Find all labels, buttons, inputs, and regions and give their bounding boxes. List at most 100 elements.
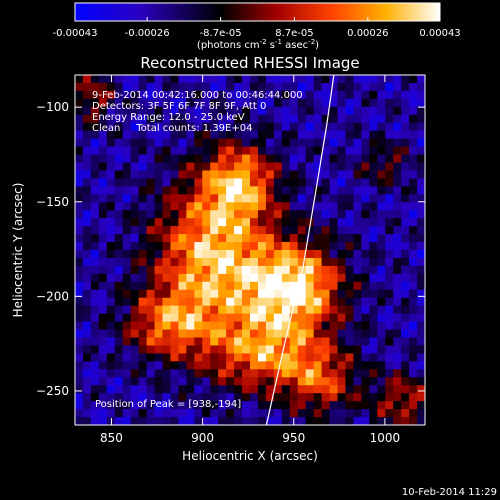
heatmap-cell: [369, 329, 378, 339]
heatmap-cell: [289, 210, 299, 219]
heatmap-cell: [170, 218, 180, 227]
heatmap-cell: [281, 106, 291, 116]
heatmap-cell: [194, 178, 203, 187]
heatmap-cell: [385, 226, 394, 235]
heatmap-cell: [210, 234, 219, 243]
heatmap-cell: [297, 409, 307, 418]
heatmap-cell: [82, 82, 92, 92]
heatmap-cell: [393, 329, 402, 339]
heatmap-cell: [329, 401, 339, 410]
heatmap-cell: [106, 226, 116, 235]
heatmap-cell: [329, 417, 339, 425]
heatmap-cell: [353, 393, 362, 402]
heatmap-cell: [345, 265, 355, 275]
heatmap-cell: [194, 226, 203, 235]
heatmap-cell: [409, 361, 418, 370]
heatmap-cell: [106, 178, 116, 187]
heatmap-cell: [281, 393, 291, 402]
heatmap-cell: [75, 273, 84, 283]
heatmap-cell: [106, 154, 116, 164]
heatmap-cell: [194, 385, 203, 394]
heatmap-cell: [281, 75, 291, 84]
heatmap-cell: [106, 218, 116, 227]
heatmap-cell: [289, 265, 299, 275]
heatmap-cell: [377, 377, 386, 386]
heatmap-cell: [170, 154, 180, 164]
heatmap-cell: [321, 138, 331, 148]
heatmap-cell: [409, 337, 418, 347]
heatmap-cell: [210, 409, 219, 418]
heatmap-cell: [138, 154, 148, 164]
heatmap-cell: [226, 393, 235, 402]
heatmap-cell: [162, 409, 172, 418]
heatmap-cell: [305, 345, 315, 355]
heatmap-cell: [122, 265, 132, 275]
heatmap-cell: [170, 242, 180, 251]
heatmap-cell: [162, 98, 172, 108]
heatmap-cell: [202, 202, 211, 211]
heatmap-cell: [289, 345, 299, 355]
heatmap-cell: [82, 218, 92, 227]
heatmap-cell: [178, 138, 187, 148]
heatmap-image: [75, 75, 425, 425]
heatmap-cell: [90, 82, 100, 92]
heatmap-cell: [345, 385, 355, 394]
heatmap-cell: [242, 202, 251, 211]
heatmap-cell: [194, 329, 203, 339]
heatmap-cell: [130, 409, 140, 418]
heatmap-cell: [178, 154, 187, 164]
heatmap-cell: [146, 202, 156, 211]
heatmap-cell: [178, 361, 187, 370]
heatmap-cell: [409, 210, 418, 219]
heatmap-cell: [130, 82, 140, 92]
heatmap-cell: [337, 210, 347, 219]
heatmap-cell: [75, 257, 84, 267]
heatmap-cell: [130, 114, 140, 124]
heatmap-cell: [114, 345, 124, 355]
heatmap-cell: [361, 98, 370, 108]
heatmap-cell: [194, 297, 203, 307]
heatmap-cell: [265, 226, 275, 235]
heatmap-cell: [265, 75, 275, 84]
heatmap-cell: [329, 265, 339, 275]
heatmap-cell: [242, 138, 251, 148]
heatmap-cell: [234, 385, 243, 394]
heatmap-cell: [178, 218, 187, 227]
heatmap-cell: [186, 361, 195, 370]
heatmap-cell: [154, 114, 164, 124]
heatmap-cell: [202, 377, 211, 386]
heatmap-cell: [202, 75, 211, 84]
heatmap-cell: [202, 146, 211, 156]
heatmap-cell: [138, 353, 148, 362]
heatmap-cell: [250, 146, 259, 156]
heatmap-cell: [313, 194, 323, 203]
heatmap-cell: [210, 146, 219, 156]
heatmap-cell: [234, 401, 243, 410]
heatmap-cell: [345, 329, 355, 339]
heatmap-cell: [75, 170, 84, 180]
heatmap-cell: [250, 75, 259, 84]
heatmap-cell: [154, 337, 164, 347]
heatmap-cell: [154, 265, 164, 275]
heatmap-cell: [202, 305, 211, 315]
heatmap-cell: [377, 122, 386, 132]
heatmap-cell: [82, 409, 92, 418]
heatmap-cell: [90, 242, 100, 251]
heatmap-cell: [265, 234, 275, 243]
heatmap-cell: [90, 385, 100, 394]
heatmap-cell: [273, 114, 283, 124]
heatmap-cell: [170, 82, 180, 92]
heatmap-cell: [130, 377, 140, 386]
heatmap-cell: [242, 90, 251, 100]
heatmap-cell: [154, 130, 164, 140]
heatmap-cell: [106, 321, 116, 331]
heatmap-cell: [345, 162, 355, 172]
heatmap-cell: [393, 170, 402, 180]
heatmap-cell: [257, 114, 267, 124]
heatmap-cell: [194, 305, 203, 315]
heatmap-cell: [321, 337, 331, 347]
heatmap-cell: [98, 393, 108, 402]
heatmap-cell: [369, 377, 378, 386]
heatmap-cell: [353, 194, 362, 203]
heatmap-cell: [170, 226, 180, 235]
